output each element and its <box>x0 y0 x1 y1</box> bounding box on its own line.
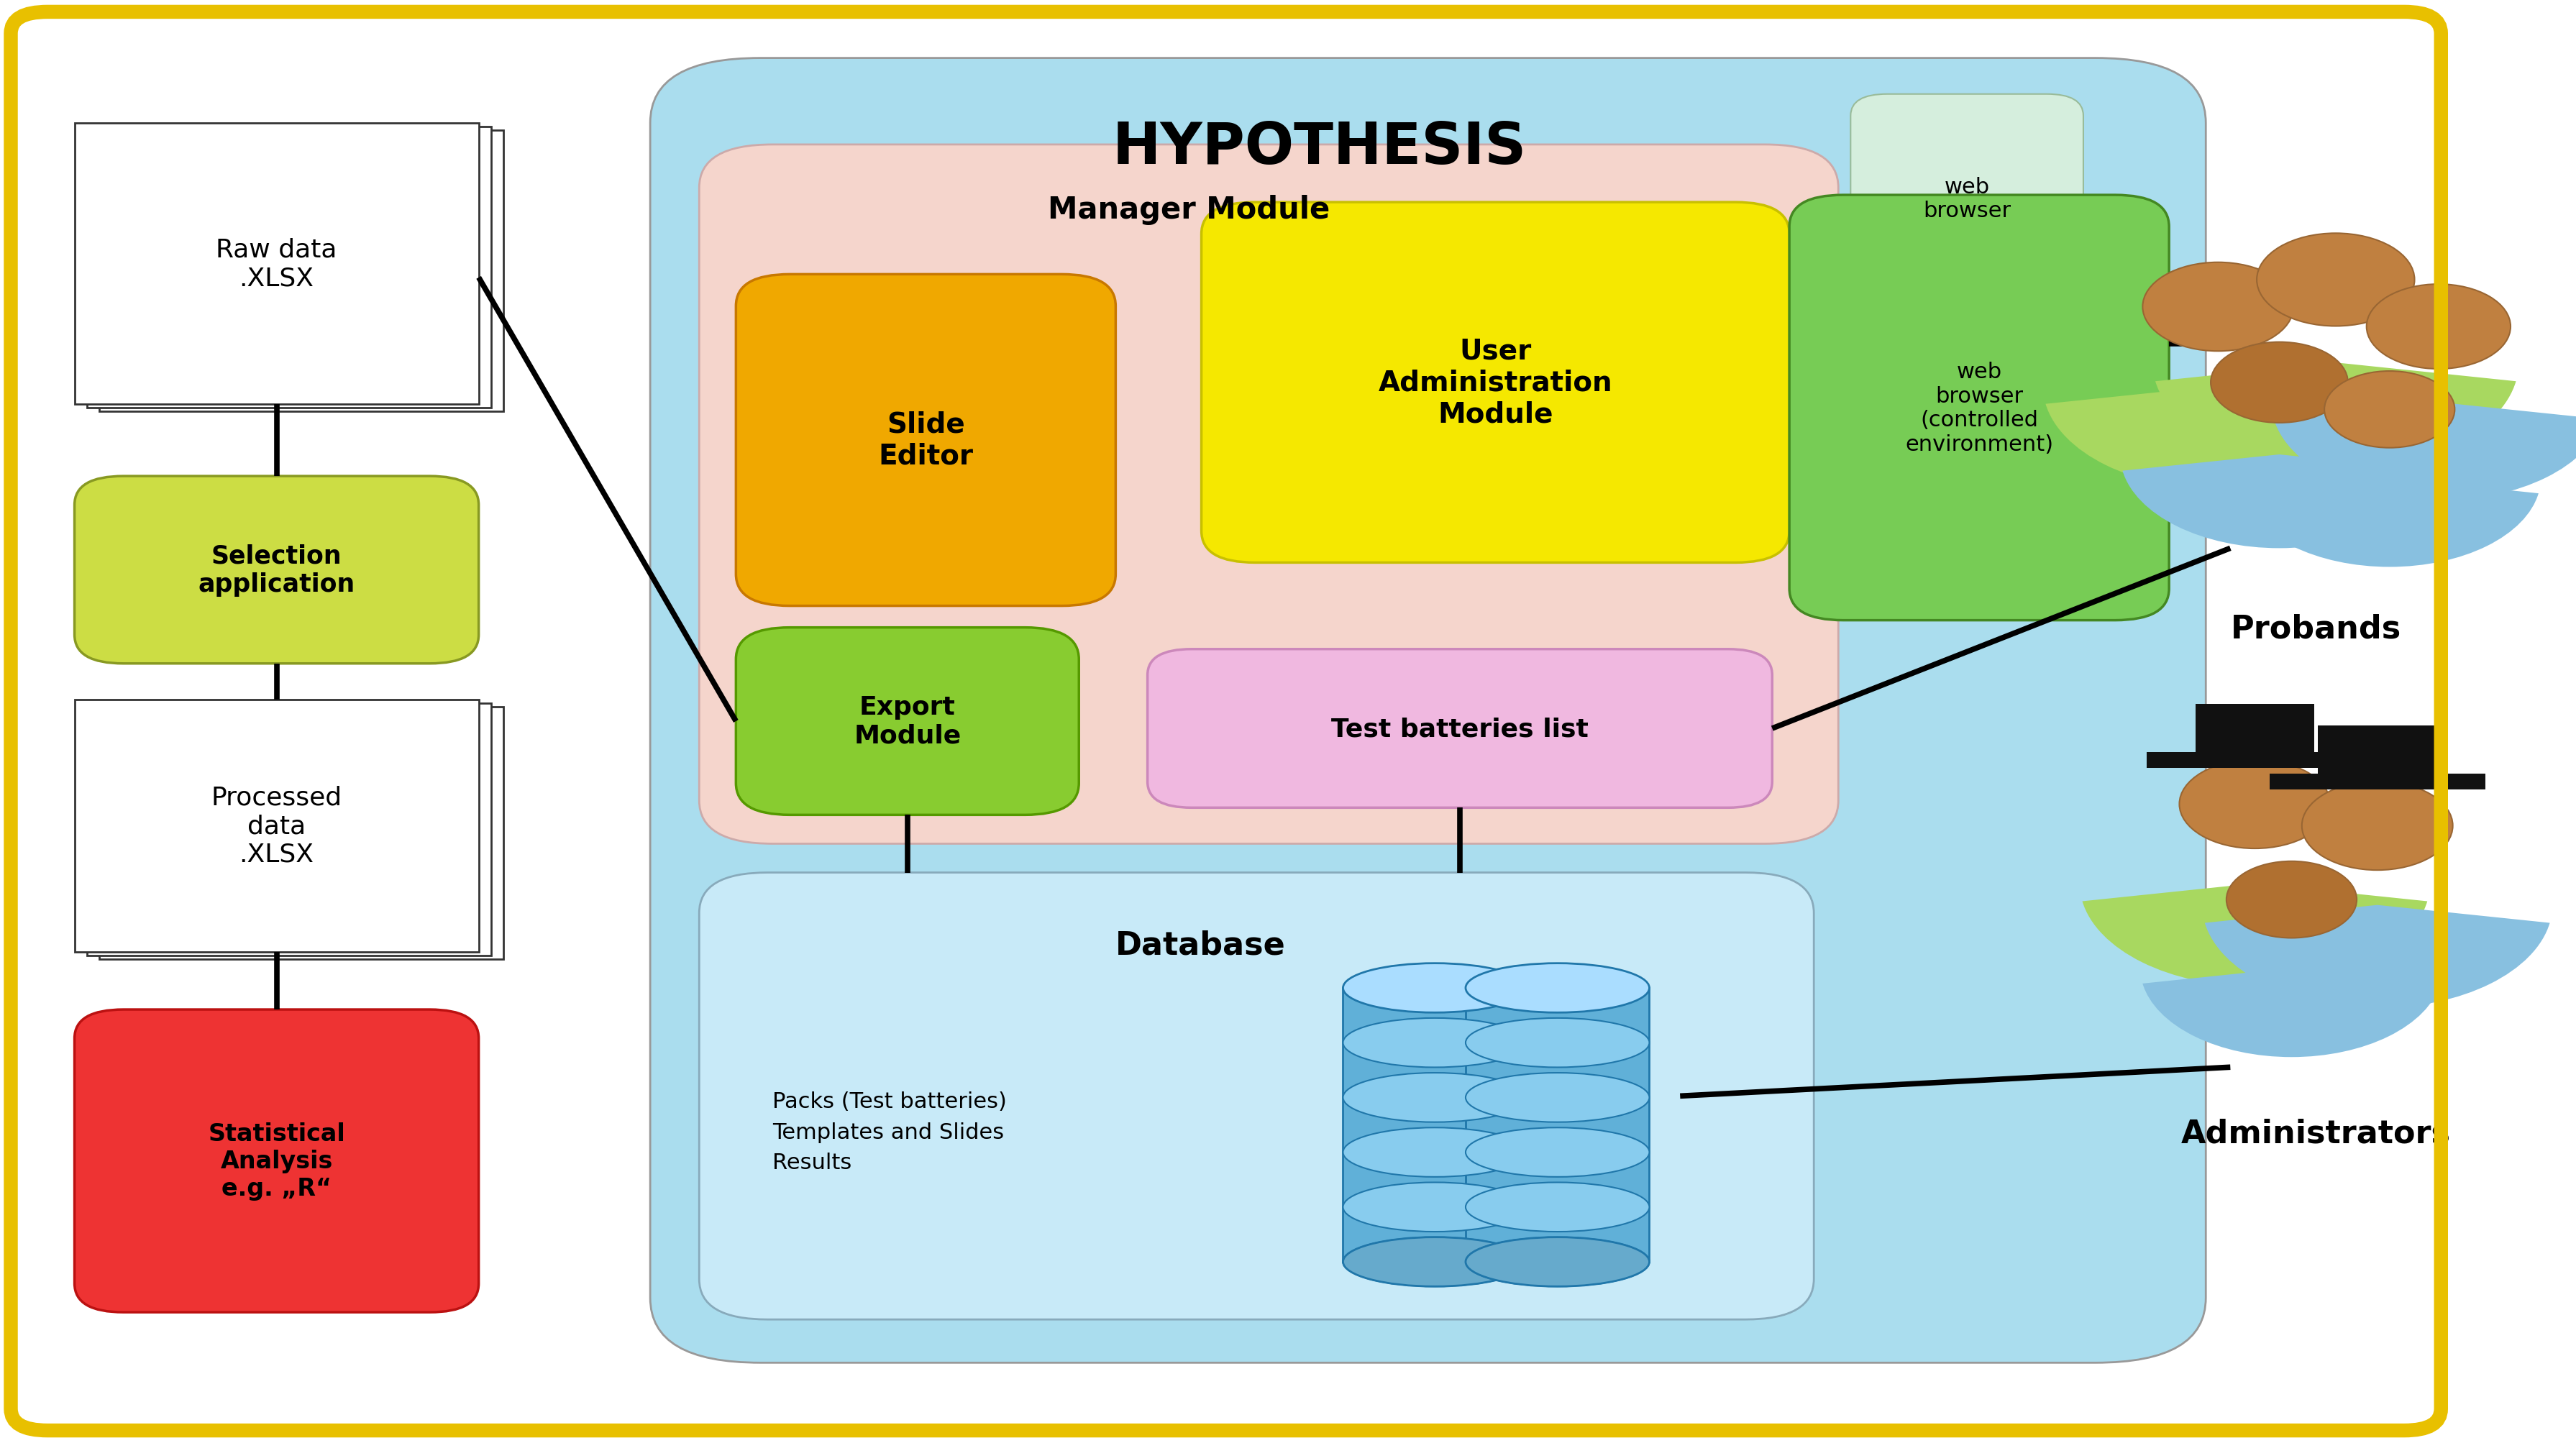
Text: Manager Module: Manager Module <box>1048 195 1329 225</box>
Circle shape <box>2303 782 2452 870</box>
Ellipse shape <box>1466 1237 1649 1287</box>
FancyBboxPatch shape <box>1200 202 1790 563</box>
Ellipse shape <box>1466 1237 1649 1287</box>
Ellipse shape <box>1466 1128 1649 1177</box>
Text: Probands: Probands <box>2231 613 2401 645</box>
FancyBboxPatch shape <box>75 476 479 664</box>
FancyBboxPatch shape <box>698 146 1839 844</box>
Ellipse shape <box>1342 1182 1528 1232</box>
Text: Slide
Editor: Slide Editor <box>878 411 974 470</box>
Text: HYPOTHESIS: HYPOTHESIS <box>1113 120 1528 176</box>
Circle shape <box>2257 234 2414 326</box>
FancyBboxPatch shape <box>75 700 479 952</box>
Wedge shape <box>2123 455 2437 548</box>
FancyBboxPatch shape <box>75 1010 479 1312</box>
FancyBboxPatch shape <box>737 628 1079 815</box>
Circle shape <box>2179 760 2331 848</box>
FancyBboxPatch shape <box>1850 95 2084 303</box>
Wedge shape <box>2045 387 2391 489</box>
FancyBboxPatch shape <box>649 59 2205 1362</box>
FancyBboxPatch shape <box>2318 726 2437 773</box>
Ellipse shape <box>1342 1074 1528 1123</box>
Circle shape <box>2324 371 2455 449</box>
Circle shape <box>2143 263 2293 352</box>
FancyBboxPatch shape <box>737 274 1115 606</box>
Ellipse shape <box>1342 964 1528 1013</box>
Text: Raw data
.XLSX: Raw data .XLSX <box>216 238 337 290</box>
Wedge shape <box>2241 478 2537 567</box>
Ellipse shape <box>1342 1237 1528 1287</box>
Wedge shape <box>2205 905 2550 1009</box>
FancyBboxPatch shape <box>88 704 492 955</box>
Text: Export
Module: Export Module <box>853 696 961 747</box>
Text: User
Administration
Module: User Administration Module <box>1378 338 1613 429</box>
FancyBboxPatch shape <box>88 127 492 408</box>
Circle shape <box>2367 284 2512 369</box>
Text: Administrators: Administrators <box>2182 1118 2450 1149</box>
Wedge shape <box>2275 403 2576 501</box>
Wedge shape <box>2143 968 2439 1058</box>
Ellipse shape <box>1466 1074 1649 1123</box>
Ellipse shape <box>1466 1182 1649 1232</box>
Text: web
browser: web browser <box>1924 176 2012 222</box>
Text: Test batteries list: Test batteries list <box>1332 717 1589 740</box>
FancyBboxPatch shape <box>98 131 502 411</box>
Circle shape <box>2210 342 2347 423</box>
FancyBboxPatch shape <box>75 124 479 404</box>
Ellipse shape <box>1342 1128 1528 1177</box>
Text: Database: Database <box>1115 929 1285 960</box>
Text: Processed
data
.XLSX: Processed data .XLSX <box>211 785 343 866</box>
Wedge shape <box>2156 364 2517 470</box>
Ellipse shape <box>1466 1019 1649 1068</box>
Wedge shape <box>2081 883 2427 987</box>
FancyBboxPatch shape <box>2146 752 2362 768</box>
FancyBboxPatch shape <box>1146 649 1772 808</box>
FancyBboxPatch shape <box>698 873 1814 1319</box>
Text: Packs (Test batteries)
Templates and Slides
Results: Packs (Test batteries) Templates and Sli… <box>773 1091 1007 1173</box>
Bar <box>1466 988 1649 1261</box>
FancyBboxPatch shape <box>2195 704 2313 752</box>
Bar <box>1342 988 1528 1261</box>
FancyBboxPatch shape <box>98 707 502 960</box>
Ellipse shape <box>1342 1237 1528 1287</box>
Text: Statistical
Analysis
e.g. „R“: Statistical Analysis e.g. „R“ <box>209 1121 345 1201</box>
Text: web
browser
(controlled
environment): web browser (controlled environment) <box>1906 361 2053 455</box>
Ellipse shape <box>1342 1019 1528 1068</box>
FancyBboxPatch shape <box>2269 773 2486 789</box>
FancyBboxPatch shape <box>1790 196 2169 620</box>
Circle shape <box>2226 861 2357 938</box>
Text: Selection
application: Selection application <box>198 544 355 596</box>
Ellipse shape <box>1466 964 1649 1013</box>
